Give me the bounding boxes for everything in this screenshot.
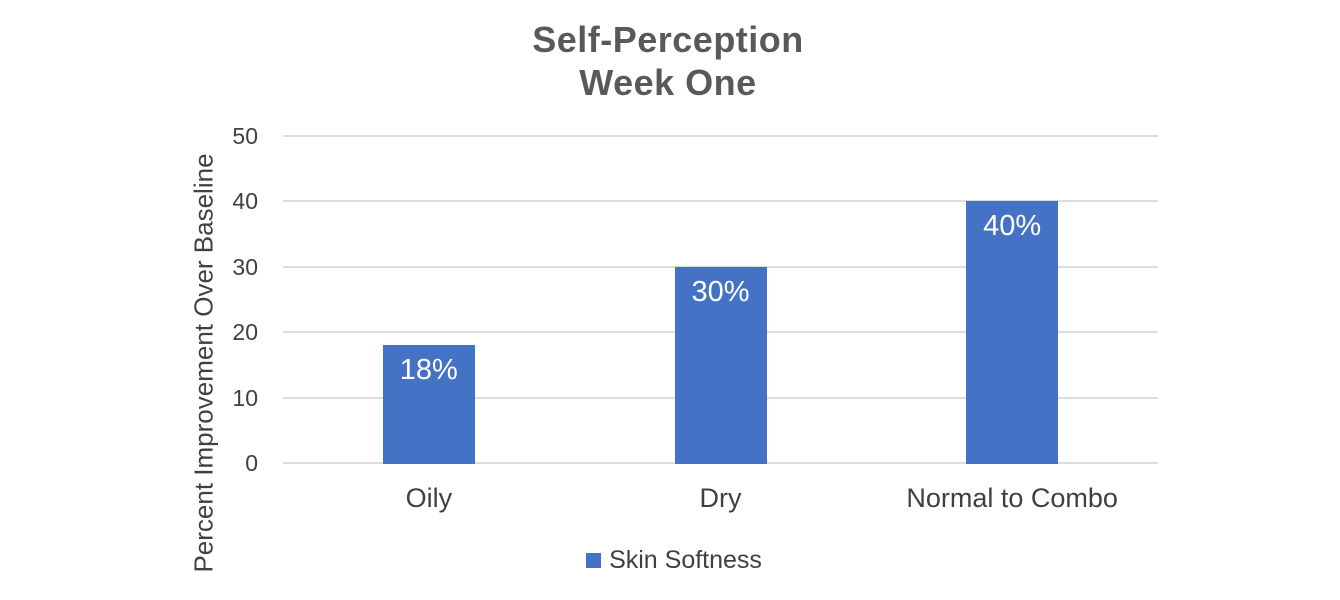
bar-dry (674, 266, 767, 464)
bar-normal-to-combo (966, 201, 1059, 464)
gridline-y-40 (283, 200, 1158, 203)
y-tick-label-10: 10 (232, 384, 258, 411)
x-category-label: Dry (699, 483, 742, 513)
x-category-label: Normal to Combo (906, 483, 1118, 513)
y-tick-label-40: 40 (232, 188, 258, 215)
legend-swatch-icon (586, 553, 602, 568)
y-tick-label-30: 30 (232, 253, 258, 280)
y-tick-label-20: 20 (232, 319, 258, 346)
legend-label: Skin Softness (609, 546, 762, 574)
chart-title-line1: Self-Perception (532, 19, 804, 60)
bar-value-label: 18% (399, 354, 458, 387)
bar-value-label: 40% (983, 210, 1042, 243)
x-category-label: Oily (405, 483, 453, 513)
y-tick-label-50: 50 (232, 123, 258, 149)
y-tick-label-0: 0 (245, 450, 258, 476)
bar-value-label: 30% (691, 275, 750, 308)
chart-title-line2: Week One (579, 62, 757, 103)
gridline-y-50 (283, 135, 1158, 137)
chart-title: Self-Perception Week One (0, 18, 1336, 104)
bar-oily (382, 345, 475, 464)
legend: Skin Softness (0, 546, 1340, 575)
y-axis-title: Percent Improvement Over Baseline (188, 153, 219, 573)
